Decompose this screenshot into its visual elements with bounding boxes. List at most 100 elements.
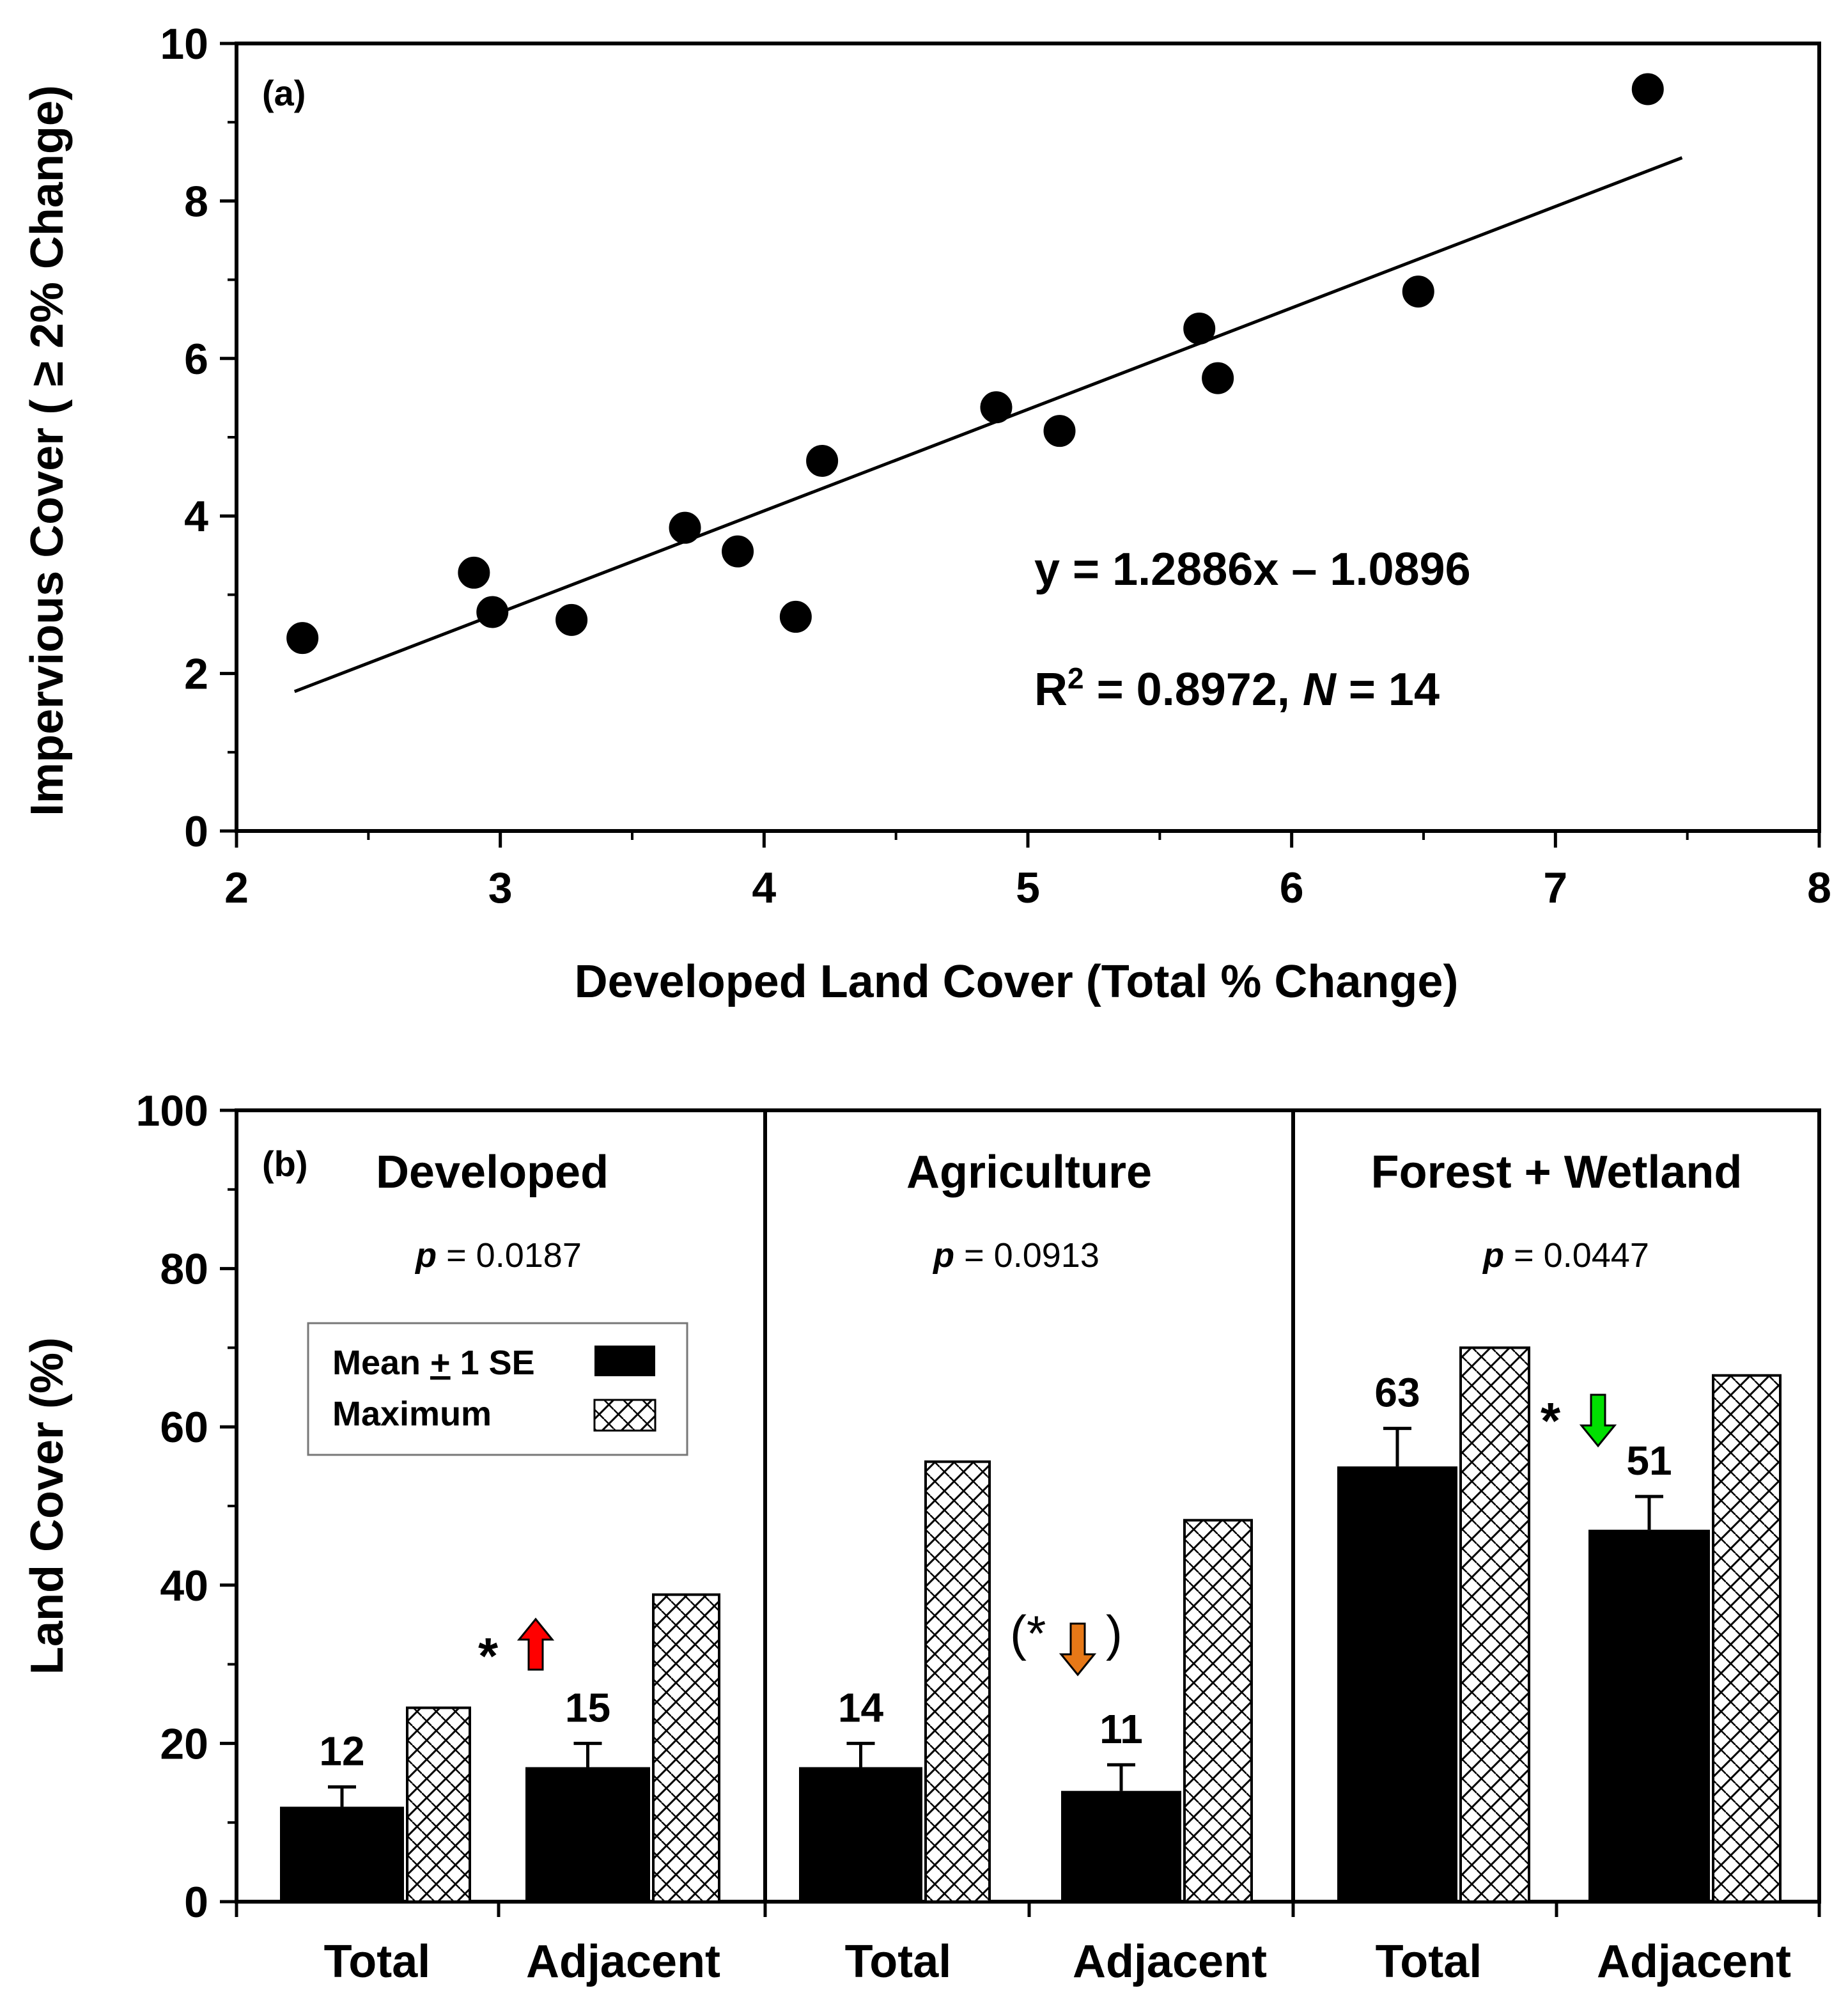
y-tick-label: 100 [136, 1087, 208, 1135]
mean-bar [1337, 1466, 1457, 1902]
category-label: Adjacent [526, 1936, 720, 1987]
group-title-developed: Developed [376, 1147, 609, 1198]
maximum-bar [924, 1460, 991, 1904]
y-tick-labels: 0 20 40 60 80 100 [136, 1087, 208, 1927]
bar-value-label: 15 [565, 1684, 610, 1730]
bar-value-label: 12 [319, 1728, 364, 1774]
group-title-agriculture: Agriculture [906, 1147, 1152, 1198]
data-point [555, 603, 588, 636]
p-value-developed: p = 0.0187 [414, 1236, 582, 1275]
data-point [286, 622, 319, 655]
y-tick-label: 4 [184, 492, 208, 541]
up-arrow-icon [516, 1617, 555, 1671]
legend-max-swatch [593, 1399, 656, 1432]
regression-equation: y = 1.2886x – 1.0896 [1034, 544, 1471, 595]
x-tick-label: 3 [488, 864, 513, 912]
category-label: Total [1376, 1936, 1482, 1987]
maximum-bar [406, 1706, 471, 1903]
down-arrow-icon [1059, 1622, 1097, 1677]
data-point [806, 444, 839, 477]
x-axis-label-a: Developed Land Cover (Total % Change) [575, 956, 1459, 1007]
y-tick-label: 0 [184, 807, 208, 856]
mean-bar [525, 1767, 650, 1902]
y-tick-label: 0 [184, 1878, 208, 1927]
panel-label-b: (b) [262, 1144, 308, 1184]
maximum-bar [652, 1593, 720, 1903]
bars [280, 1346, 1782, 1904]
annotation-star-forest-wetland: * [1541, 1392, 1561, 1449]
category-label: Adjacent [1073, 1936, 1267, 1987]
data-point [1183, 312, 1216, 345]
y-tick-label: 60 [160, 1403, 208, 1452]
data-point [1202, 362, 1234, 394]
annotation-star-agriculture: (* [1010, 1605, 1046, 1661]
annotation-close-paren: ) [1106, 1605, 1122, 1661]
y-tick-label: 10 [160, 20, 208, 68]
y-axis-label-b: Land Cover (%) [22, 1337, 73, 1675]
y-tick-label: 80 [160, 1245, 208, 1294]
data-point [1043, 415, 1076, 447]
legend-mean-label: Mean + 1 SE [332, 1344, 535, 1382]
bar-value-label: 51 [1626, 1438, 1672, 1484]
plot-frame-a [235, 42, 1821, 833]
bar-value-label: 14 [838, 1684, 884, 1730]
category-labels: Total Adjacent Total Adjacent Total Adjacent [324, 1936, 1791, 1987]
error-bars [328, 1427, 1663, 1807]
legend-mean-swatch [594, 1346, 655, 1376]
group-title-forest-wetland: Forest + Wetland [1371, 1147, 1743, 1198]
maximum-bar [1459, 1346, 1530, 1903]
category-label: Total [845, 1936, 952, 1987]
x-tick-label: 6 [1280, 864, 1304, 912]
mean-bar [1061, 1790, 1181, 1902]
y-tick-marks [220, 1108, 237, 1904]
panel-label-a: (a) [262, 73, 306, 113]
x-tick-labels: 2 3 4 5 6 7 8 [224, 864, 1831, 912]
data-point [1402, 276, 1434, 308]
data-point [779, 600, 812, 633]
category-label: Adjacent [1597, 1936, 1791, 1987]
y-tick-label: 6 [184, 335, 208, 384]
x-tick-marks [235, 831, 1821, 848]
p-value-forest-wetland: p = 0.0447 [1482, 1236, 1649, 1275]
legend-box [307, 1322, 688, 1456]
annotation-forest-wetland: * [1541, 1392, 1617, 1449]
legend: Mean + 1 SE Maximum [307, 1322, 688, 1456]
mean-bar [280, 1806, 404, 1902]
annotation-star-developed: * [478, 1627, 499, 1684]
x-tick-marks [235, 1902, 1821, 1917]
data-point [458, 556, 490, 589]
mean-bar [1588, 1530, 1710, 1902]
x-tick-label: 8 [1807, 864, 1831, 912]
x-tick-label: 4 [752, 864, 776, 912]
p-value-agriculture: p = 0.0913 [932, 1236, 1099, 1275]
y-tick-labels: 0 2 4 6 8 10 [160, 20, 208, 856]
y-axis-label-a: Impervious Cover ( ≥ 2% Change) [22, 85, 73, 816]
r-squared-label: R2 = 0.8972, N = 14 [1034, 662, 1440, 715]
data-point [476, 596, 509, 628]
category-label: Total [324, 1936, 431, 1987]
data-points [286, 73, 1664, 655]
y-tick-label: 20 [160, 1719, 208, 1768]
bar-value-labels: 12 15 14 11 63 51 [319, 1370, 1672, 1774]
y-tick-label: 40 [160, 1562, 208, 1610]
y-tick-marks [220, 42, 237, 833]
data-point [669, 511, 701, 544]
y-tick-label: 2 [184, 650, 208, 699]
plot-frame-b [235, 1108, 1821, 1904]
mean-bar [799, 1767, 922, 1902]
maximum-bar [1183, 1519, 1253, 1903]
y-tick-label: 8 [184, 177, 208, 226]
legend-max-label: Maximum [332, 1395, 492, 1433]
regression-line [293, 156, 1683, 694]
annotation-developed: * [478, 1617, 555, 1684]
data-point [722, 535, 754, 568]
down-arrow-icon [1579, 1393, 1617, 1448]
data-point [980, 391, 1013, 424]
x-tick-label: 7 [1543, 864, 1567, 912]
data-point [1631, 73, 1664, 105]
bar-value-label: 63 [1374, 1370, 1420, 1416]
bar-value-label: 11 [1099, 1706, 1143, 1752]
